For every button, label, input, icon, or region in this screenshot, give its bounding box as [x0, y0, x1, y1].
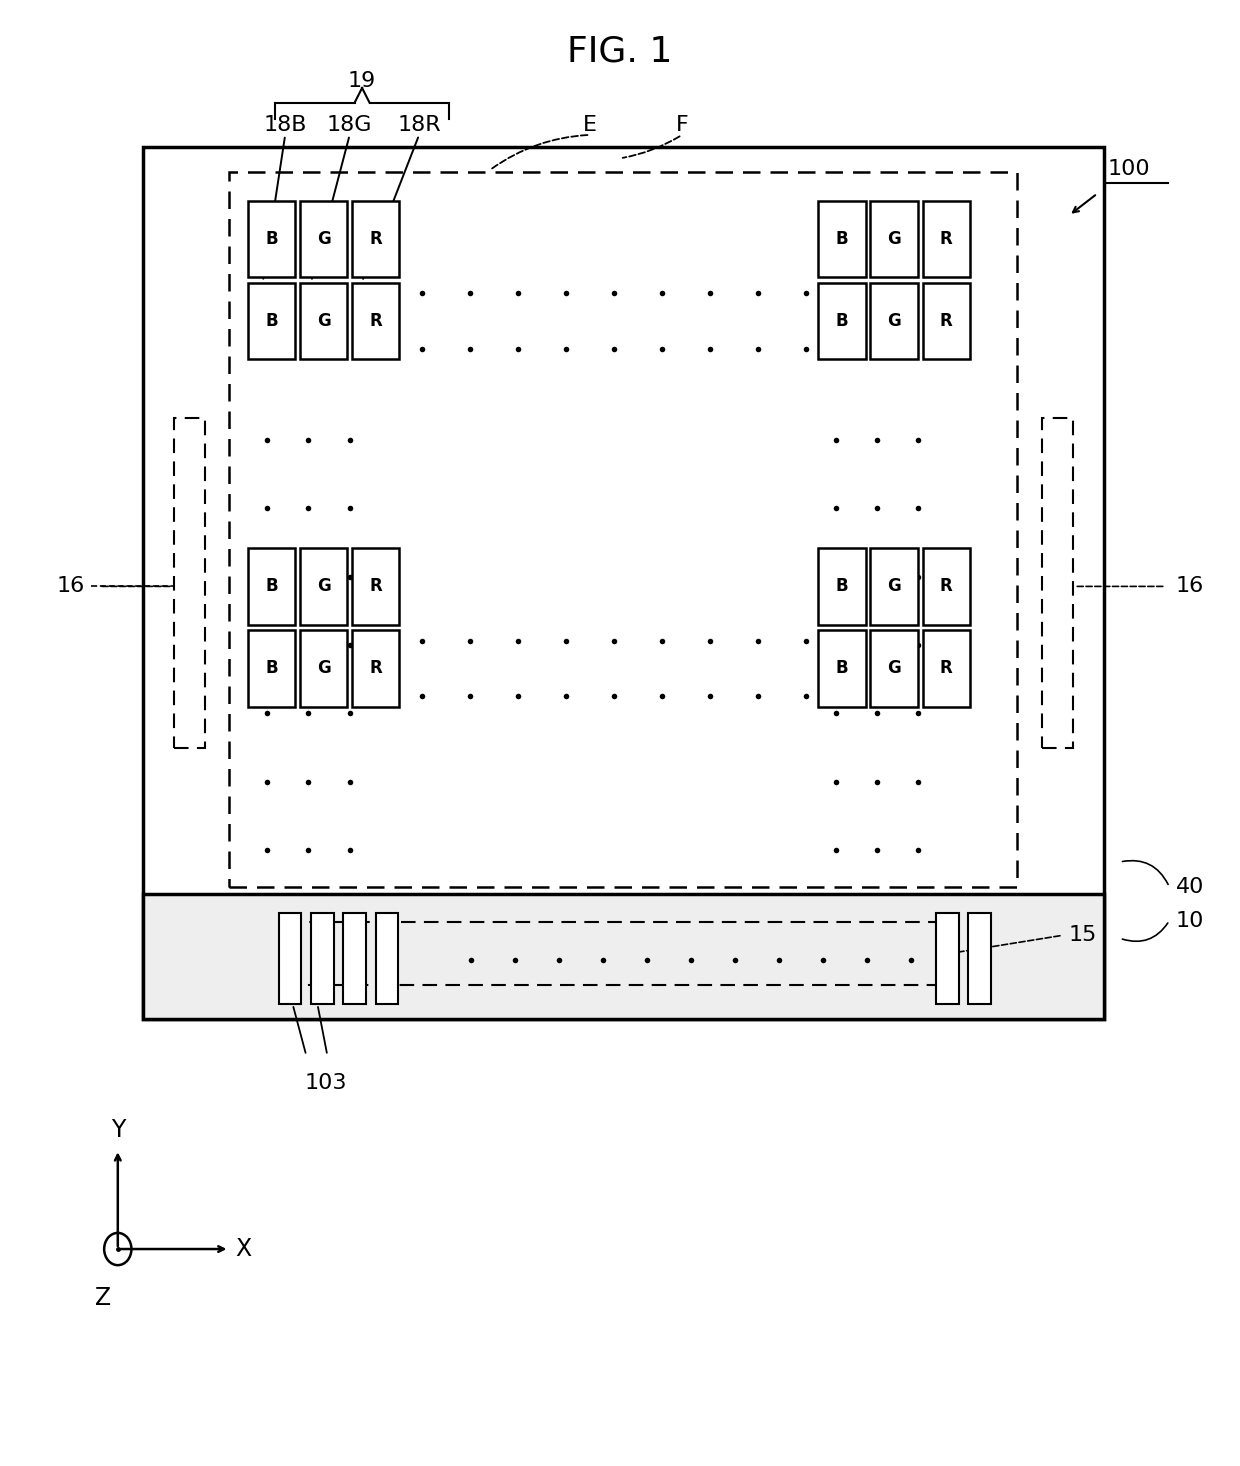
- Bar: [143, 894, 1104, 1019]
- Bar: [1042, 418, 1073, 748]
- Bar: [352, 283, 399, 359]
- Text: Z: Z: [94, 1286, 112, 1309]
- Text: 19: 19: [348, 70, 376, 91]
- Text: G: G: [887, 660, 901, 677]
- Bar: [818, 630, 866, 707]
- Bar: [352, 630, 399, 707]
- Text: R: R: [370, 578, 382, 595]
- Bar: [352, 201, 399, 277]
- Bar: [311, 913, 334, 1004]
- Bar: [923, 283, 970, 359]
- Bar: [300, 630, 347, 707]
- Text: R: R: [940, 578, 952, 595]
- Text: R: R: [940, 312, 952, 330]
- Bar: [229, 172, 1017, 887]
- Bar: [870, 201, 918, 277]
- Text: 15: 15: [1069, 925, 1097, 946]
- Text: G: G: [316, 230, 331, 248]
- Text: X: X: [236, 1237, 252, 1261]
- Bar: [818, 548, 866, 625]
- Text: G: G: [887, 230, 901, 248]
- Text: R: R: [940, 660, 952, 677]
- Bar: [923, 630, 970, 707]
- Bar: [870, 548, 918, 625]
- Text: B: B: [836, 312, 848, 330]
- Text: G: G: [316, 312, 331, 330]
- Text: B: B: [836, 578, 848, 595]
- Bar: [279, 913, 301, 1004]
- Text: 103: 103: [305, 1073, 347, 1094]
- Text: B: B: [265, 660, 278, 677]
- Text: R: R: [370, 230, 382, 248]
- Bar: [300, 283, 347, 359]
- Bar: [343, 913, 366, 1004]
- Text: B: B: [265, 578, 278, 595]
- Bar: [818, 201, 866, 277]
- Text: 18R: 18R: [397, 114, 441, 135]
- Text: G: G: [316, 578, 331, 595]
- Bar: [285, 922, 949, 985]
- Text: 100: 100: [1107, 158, 1149, 179]
- Text: G: G: [316, 660, 331, 677]
- Text: B: B: [265, 230, 278, 248]
- Text: 18B: 18B: [263, 114, 308, 135]
- Text: 40: 40: [1176, 877, 1204, 897]
- Text: R: R: [370, 312, 382, 330]
- Text: B: B: [265, 312, 278, 330]
- Bar: [923, 201, 970, 277]
- Text: F: F: [676, 114, 688, 135]
- Text: B: B: [836, 230, 848, 248]
- Bar: [174, 418, 205, 748]
- Bar: [936, 913, 959, 1004]
- Bar: [870, 630, 918, 707]
- Bar: [818, 283, 866, 359]
- Bar: [248, 283, 295, 359]
- Bar: [376, 913, 398, 1004]
- Bar: [143, 147, 1104, 1019]
- Bar: [968, 913, 991, 1004]
- Bar: [300, 548, 347, 625]
- Text: R: R: [940, 230, 952, 248]
- Text: R: R: [370, 660, 382, 677]
- Bar: [870, 283, 918, 359]
- Text: G: G: [887, 578, 901, 595]
- Text: G: G: [887, 312, 901, 330]
- Bar: [923, 548, 970, 625]
- Bar: [352, 548, 399, 625]
- Text: 16: 16: [1176, 576, 1204, 597]
- Text: Y: Y: [110, 1119, 125, 1142]
- Bar: [248, 548, 295, 625]
- Text: 10: 10: [1176, 910, 1204, 931]
- Text: 16: 16: [56, 576, 84, 597]
- Bar: [300, 201, 347, 277]
- Text: B: B: [836, 660, 848, 677]
- Bar: [248, 201, 295, 277]
- Text: 18G: 18G: [327, 114, 372, 135]
- Bar: [248, 630, 295, 707]
- Text: E: E: [583, 114, 598, 135]
- Text: FIG. 1: FIG. 1: [568, 34, 672, 69]
